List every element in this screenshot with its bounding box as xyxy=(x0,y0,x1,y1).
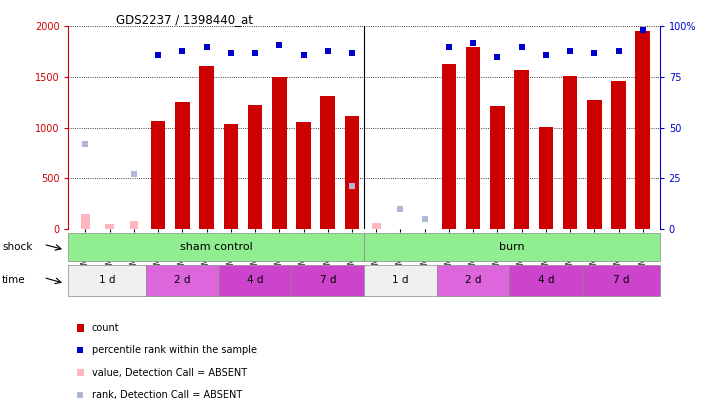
Bar xyxy=(291,265,364,296)
Text: 2 d: 2 d xyxy=(174,275,190,286)
Bar xyxy=(345,117,359,229)
Bar xyxy=(490,107,505,229)
Bar xyxy=(587,100,601,229)
Bar xyxy=(563,76,578,229)
Bar xyxy=(248,105,262,229)
Text: 7 d: 7 d xyxy=(319,275,336,286)
Bar xyxy=(76,369,84,376)
Text: value, Detection Call = ABSENT: value, Detection Call = ABSENT xyxy=(92,368,247,377)
Bar xyxy=(582,265,660,296)
Text: sham control: sham control xyxy=(180,242,252,252)
Bar xyxy=(539,126,553,229)
Bar xyxy=(372,223,381,229)
Bar xyxy=(442,64,456,229)
Text: 4 d: 4 d xyxy=(247,275,263,286)
Text: 4 d: 4 d xyxy=(538,275,554,286)
Bar xyxy=(321,96,335,229)
Text: count: count xyxy=(92,323,119,333)
Text: percentile rank within the sample: percentile rank within the sample xyxy=(92,345,257,355)
Bar xyxy=(510,265,582,296)
Bar xyxy=(130,221,138,229)
Text: shock: shock xyxy=(2,242,32,252)
Bar xyxy=(68,233,364,261)
Bar xyxy=(364,233,660,261)
Bar xyxy=(364,265,437,296)
Bar xyxy=(76,324,84,332)
Bar xyxy=(437,265,510,296)
Text: 2 d: 2 d xyxy=(465,275,482,286)
Bar xyxy=(296,122,311,229)
Bar xyxy=(466,47,480,229)
Text: time: time xyxy=(2,275,26,286)
Bar xyxy=(146,265,218,296)
Text: 1 d: 1 d xyxy=(392,275,409,286)
Bar xyxy=(514,70,529,229)
Bar xyxy=(175,102,190,229)
Bar xyxy=(224,124,238,229)
Text: GDS2237 / 1398440_at: GDS2237 / 1398440_at xyxy=(116,13,253,26)
Bar xyxy=(81,214,90,229)
Bar xyxy=(611,81,626,229)
Bar xyxy=(199,66,214,229)
Bar xyxy=(635,32,650,229)
Text: rank, Detection Call = ABSENT: rank, Detection Call = ABSENT xyxy=(92,390,242,400)
Bar xyxy=(218,265,291,296)
Bar xyxy=(151,122,165,229)
Text: 1 d: 1 d xyxy=(99,275,115,286)
Text: 7 d: 7 d xyxy=(613,275,629,286)
Bar xyxy=(272,77,286,229)
Bar xyxy=(68,265,146,296)
Text: burn: burn xyxy=(499,242,525,252)
Bar xyxy=(105,224,114,229)
